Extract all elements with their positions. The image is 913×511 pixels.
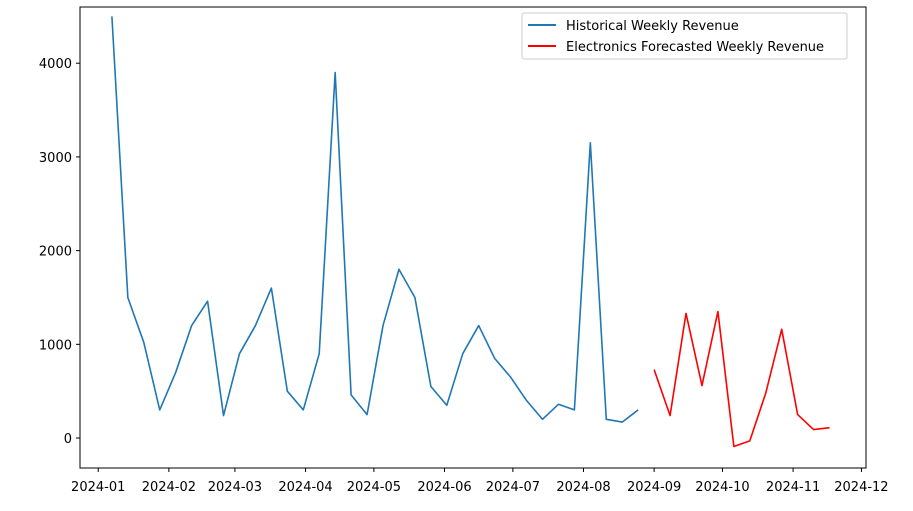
- y-tick-label: 1000: [39, 338, 72, 353]
- x-tick-label: 2024-05: [347, 480, 401, 495]
- legend-label-forecast: Electronics Forecasted Weekly Revenue: [566, 40, 824, 55]
- legend: Historical Weekly Revenue Electronics Fo…: [521, 12, 848, 60]
- x-tick-label: 2024-09: [627, 480, 681, 495]
- series-layer: [111, 16, 830, 448]
- x-tick-label: 2024-07: [486, 480, 540, 495]
- x-tick-label: 2024-11: [766, 480, 820, 495]
- legend-label-historical: Historical Weekly Revenue: [566, 19, 739, 34]
- x-tick-label: 2024-06: [417, 480, 471, 495]
- x-tick-label: 2024-10: [695, 480, 749, 495]
- x-tick-label: 2024-12: [834, 480, 888, 495]
- y-tick-label: 4000: [39, 57, 72, 72]
- y-tick-label: 0: [64, 432, 72, 447]
- x-axis: 2024-01 2024-02 2024-03 2024-04 2024-05 2024-…: [71, 468, 889, 495]
- series-line-forecast: [653, 310, 830, 448]
- plot-frame: [79, 6, 867, 469]
- x-tick-label: 2024-02: [142, 480, 196, 495]
- series-line-historical: [111, 16, 639, 423]
- x-tick-label: 2024-03: [208, 480, 262, 495]
- x-tick-label: 2024-04: [278, 480, 332, 495]
- y-tick-label: 3000: [39, 151, 72, 166]
- legend-box: [521, 12, 848, 60]
- x-tick-label: 2024-01: [71, 480, 125, 495]
- x-tick-label: 2024-08: [556, 480, 610, 495]
- y-axis: 0 1000 2000 3000 4000: [39, 57, 80, 447]
- y-tick-label: 2000: [39, 245, 72, 260]
